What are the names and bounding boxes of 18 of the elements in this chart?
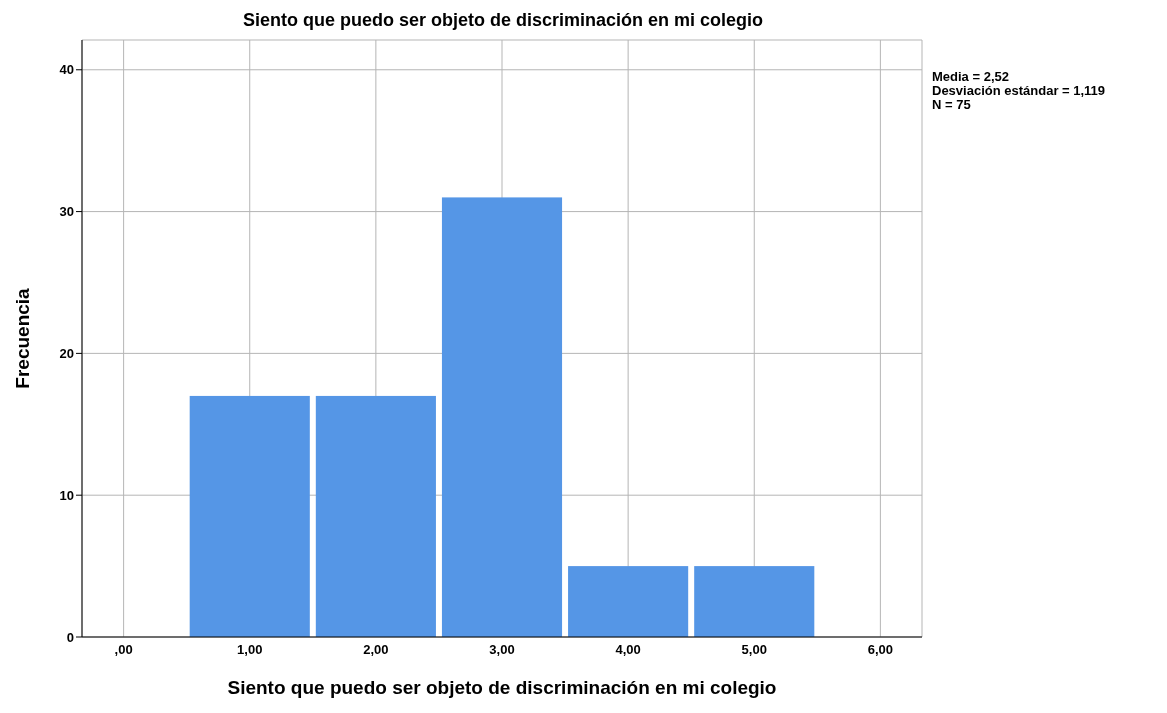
y-tick-label: 40 [59,62,74,78]
y-axis-title: Frecuencia [11,287,33,389]
y-tick-label: 30 [59,204,74,220]
y-tick-label: 0 [66,629,74,645]
x-tick-label: 4,00 [615,642,641,658]
text: N = 75 [932,97,972,112]
x-tick-label: 2,00 [363,642,389,658]
x-tick-label: 5,00 [741,642,767,658]
x-tick-label: 3,00 [489,642,515,658]
y-tick-label: 10 [59,487,74,503]
x-tick-label: 6,00 [867,642,894,658]
x-tick-label: 1,00 [237,642,263,658]
y-tick-label: 20 [59,346,74,361]
x-tick-label: ,00 [114,642,133,658]
chart-title: Siento que puedo ser objeto de discriminación en mi colegio [241,10,765,31]
x-axis-title: Siento que puedo ser objeto de discriminación en mi colegio [227,677,777,698]
text: Media = 2,52 [932,69,1010,84]
text: Desviación estándar = 1,119 [932,83,1106,98]
